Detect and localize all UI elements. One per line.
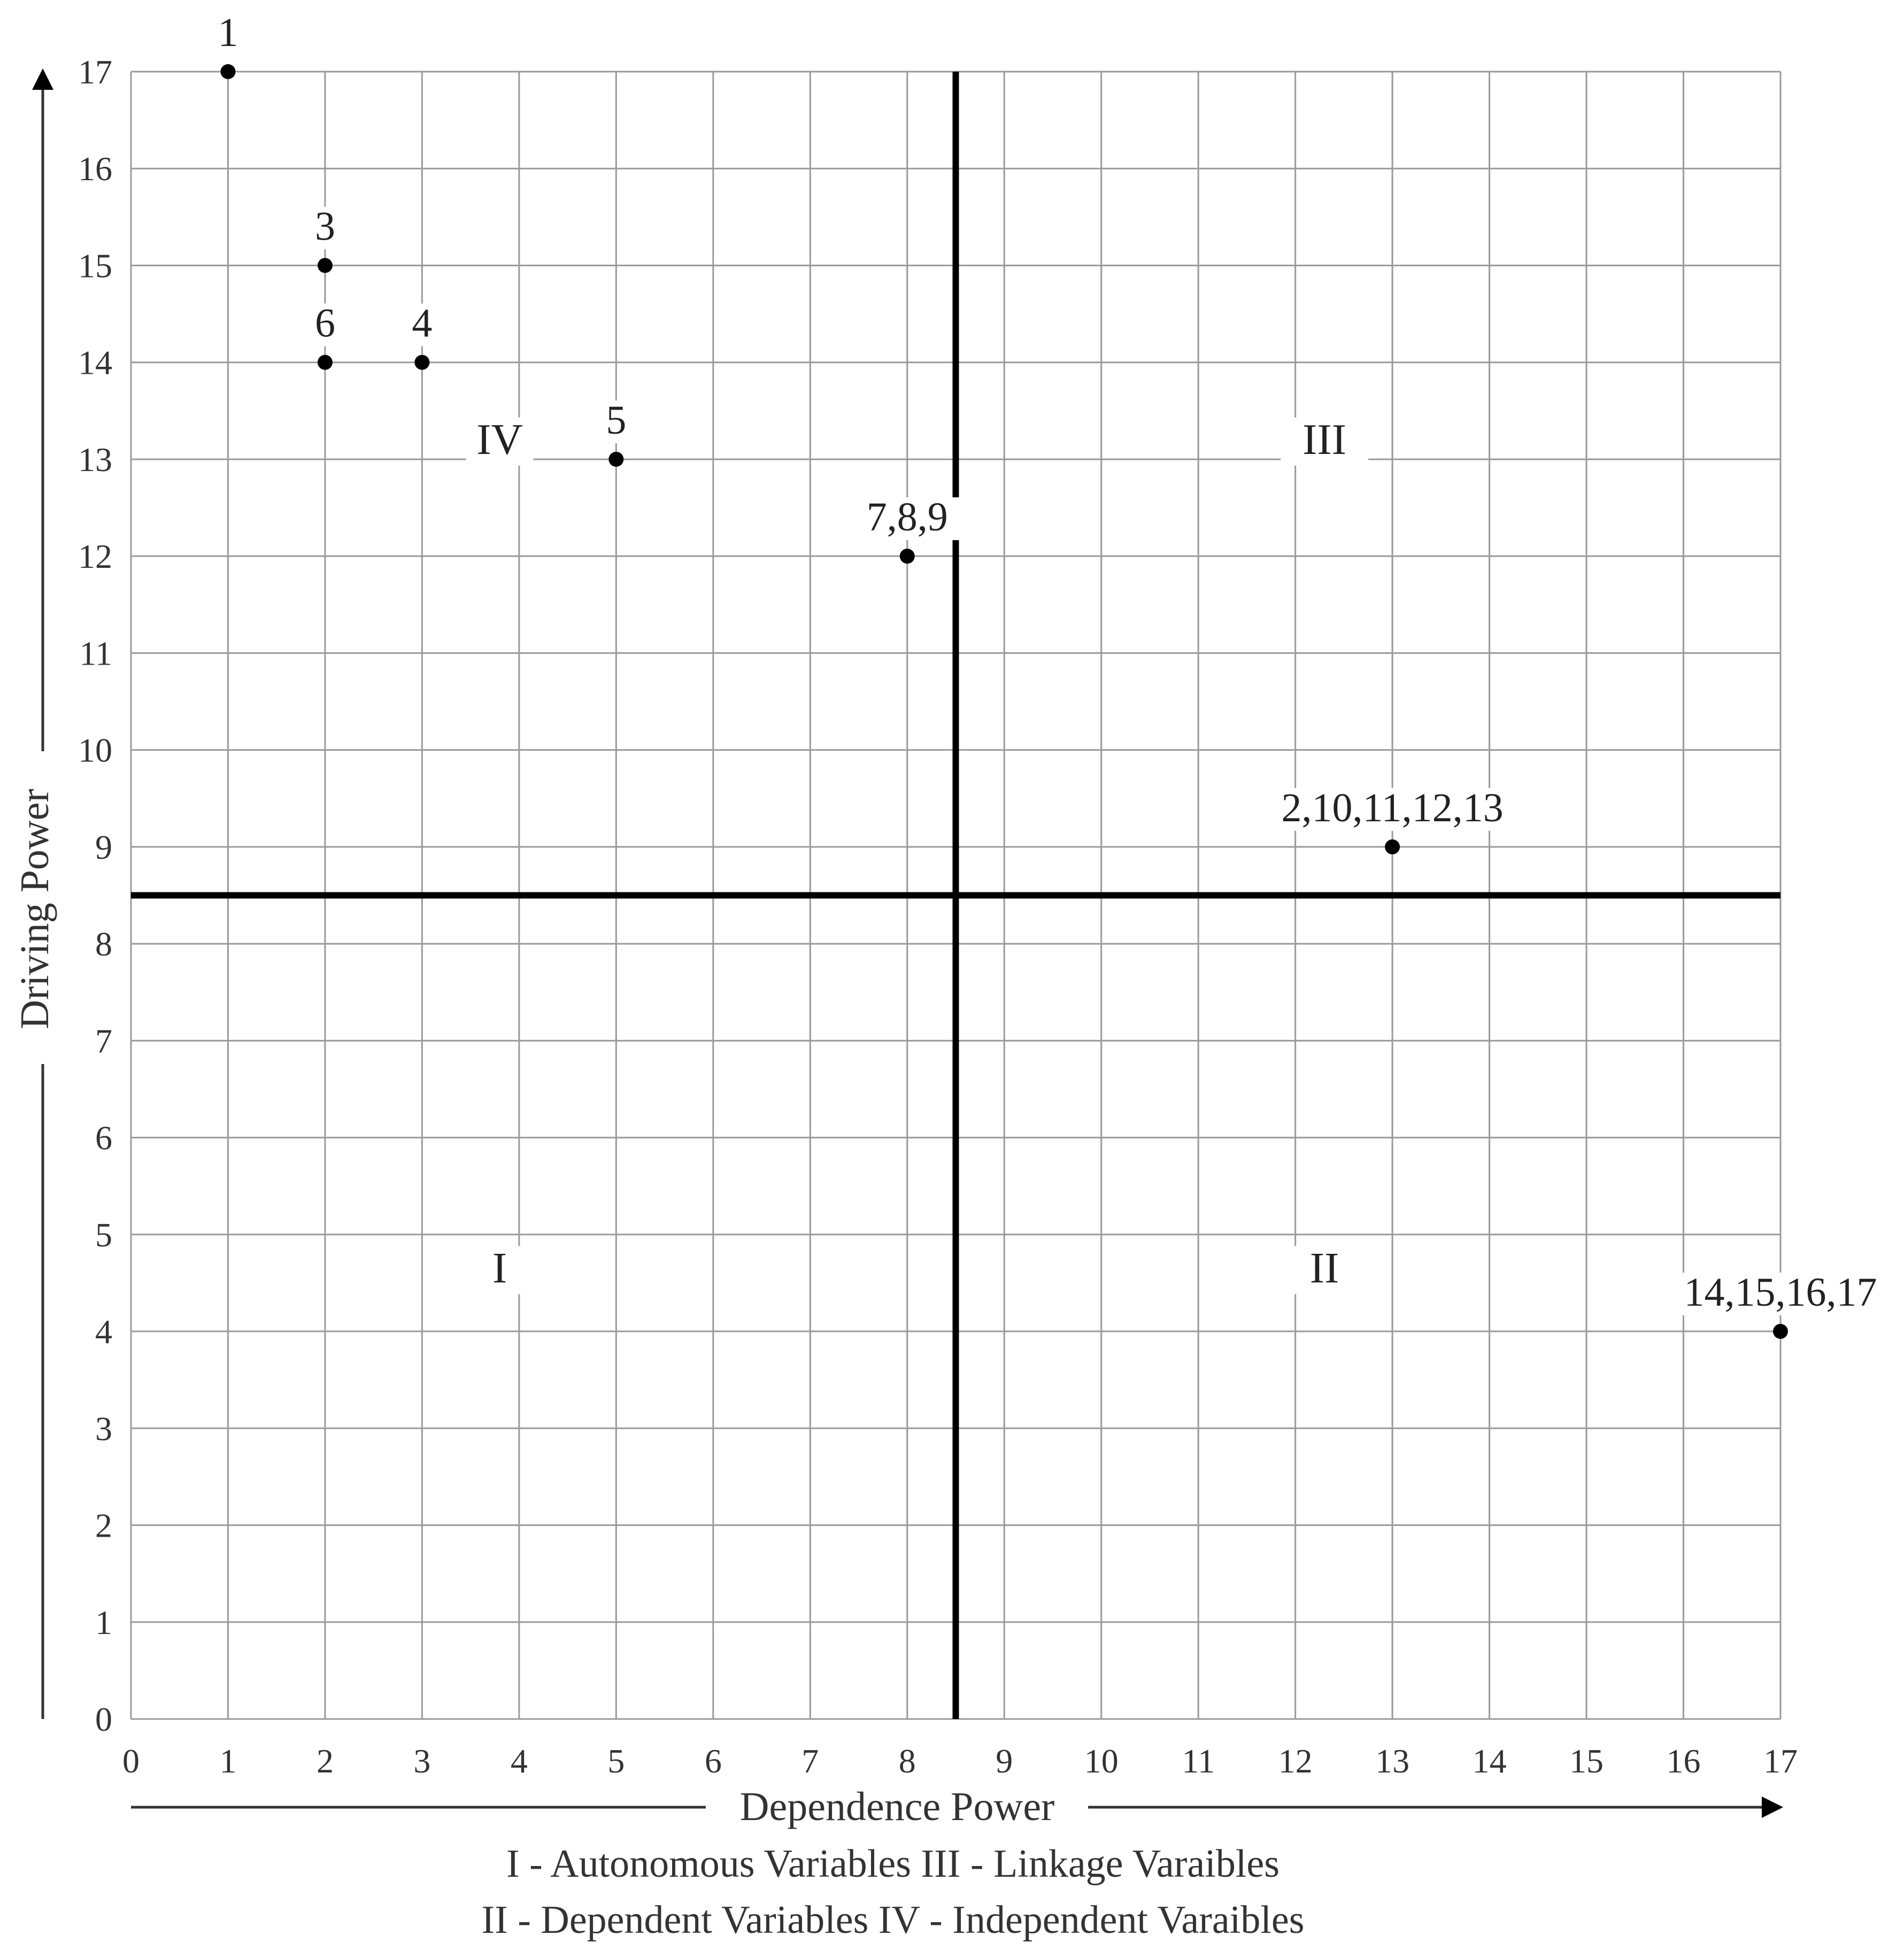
- y-tick-label: 12: [78, 537, 112, 575]
- point-labels: 1 3 6 4 5 7,8,9 2,10,11,12,13 14,15,16,17: [214, 10, 1895, 1316]
- x-tick-label: 17: [1763, 1742, 1798, 1780]
- quadrant-label: IV: [476, 415, 523, 464]
- y-tick-label: 14: [78, 344, 112, 382]
- y-tick-label: 15: [78, 246, 112, 284]
- y-tick-label: 17: [78, 53, 112, 91]
- x-tick-label: 0: [122, 1742, 140, 1780]
- x-tick-label: 10: [1084, 1742, 1119, 1780]
- y-tick-label: 7: [95, 1022, 112, 1060]
- point-label: 1: [218, 10, 238, 55]
- point-label-bg: [311, 206, 338, 250]
- x-axis-arrow-head: [1762, 1797, 1783, 1818]
- point-label-bg: [214, 13, 242, 56]
- y-tick-label: 9: [95, 828, 112, 866]
- quadrant-label-bg: [476, 1246, 523, 1294]
- y-tick-label: 6: [95, 1119, 112, 1157]
- point-label-bg: [1666, 1273, 1895, 1316]
- data-point: [1385, 839, 1400, 854]
- point-label: 4: [412, 301, 432, 346]
- point-label-bg: [311, 303, 338, 346]
- quadrant-label-bg: [1281, 417, 1369, 466]
- quadrant-dividers: [131, 72, 1780, 1719]
- point-label: 5: [606, 398, 626, 443]
- x-tick-labels: 0 1 2 3 4 5 6 7 8 9 10 11 12 13 14 15 16 17: [122, 1742, 1798, 1780]
- x-axis-arrow: [131, 1797, 1783, 1818]
- y-tick-label: 13: [78, 441, 112, 479]
- point-label-bg: [603, 400, 630, 443]
- x-tick-label: 16: [1667, 1742, 1701, 1780]
- data-point: [317, 258, 333, 273]
- x-tick-label: 5: [607, 1742, 625, 1780]
- y-tick-label: 4: [95, 1313, 112, 1351]
- y-axis-arrow-head: [32, 68, 53, 90]
- x-tick-label: 15: [1569, 1742, 1604, 1780]
- y-tick-label: 16: [78, 150, 112, 188]
- x-tick-label: 4: [511, 1742, 528, 1780]
- y-tick-label: 10: [78, 731, 112, 769]
- x-tick-label: 11: [1182, 1742, 1215, 1780]
- x-tick-label: 9: [996, 1742, 1013, 1780]
- legend-line-1: I - Autonomous Variables III - Linkage V…: [506, 1842, 1279, 1886]
- x-tick-label: 14: [1473, 1742, 1507, 1780]
- quadrant-label: III: [1302, 415, 1346, 464]
- quadrant-label: I: [492, 1243, 507, 1292]
- x-tick-label: 12: [1278, 1742, 1313, 1780]
- x-tick-label: 2: [317, 1742, 334, 1780]
- data-point: [220, 64, 236, 79]
- data-point: [1773, 1324, 1788, 1339]
- y-tick-label: 3: [95, 1409, 112, 1447]
- y-tick-label: 0: [95, 1700, 112, 1738]
- x-axis-title: Dependence Power: [740, 1784, 1055, 1829]
- data-point: [899, 549, 915, 564]
- y-tick-label: 1: [95, 1604, 112, 1641]
- quadrant-label-bg: [466, 417, 534, 466]
- point-label: 3: [315, 204, 335, 249]
- point-label: 7,8,9: [867, 495, 948, 539]
- y-tick-label: 5: [95, 1216, 112, 1254]
- x-tick-label: 13: [1375, 1742, 1409, 1780]
- y-tick-label: 8: [95, 925, 112, 963]
- y-tick-label: 2: [95, 1507, 112, 1545]
- point-label-bg: [1257, 788, 1528, 831]
- legend-line-2: II - Dependent Variables IV - Independen…: [481, 1898, 1304, 1942]
- y-axis-arrow: [32, 68, 53, 1719]
- y-axis-title: Driving Power: [12, 789, 57, 1029]
- x-tick-label: 3: [413, 1742, 430, 1780]
- quadrant-label-bg: [1291, 1246, 1359, 1294]
- x-tick-label: 8: [899, 1742, 916, 1780]
- data-point: [317, 354, 333, 370]
- y-tick-label: 11: [79, 634, 112, 672]
- point-label-bg: [853, 497, 961, 541]
- point-label: 14,15,16,17: [1684, 1270, 1877, 1315]
- point-label: 2,10,11,12,13: [1282, 785, 1504, 830]
- data-points: [220, 64, 1788, 1339]
- x-tick-label: 6: [705, 1742, 722, 1780]
- quadrant-label: II: [1310, 1243, 1339, 1292]
- point-label: 6: [315, 301, 335, 346]
- point-label-bg: [408, 303, 436, 346]
- x-tick-label: 7: [801, 1742, 819, 1780]
- data-point: [414, 354, 430, 370]
- x-tick-label: 1: [219, 1742, 236, 1780]
- data-point: [608, 451, 624, 467]
